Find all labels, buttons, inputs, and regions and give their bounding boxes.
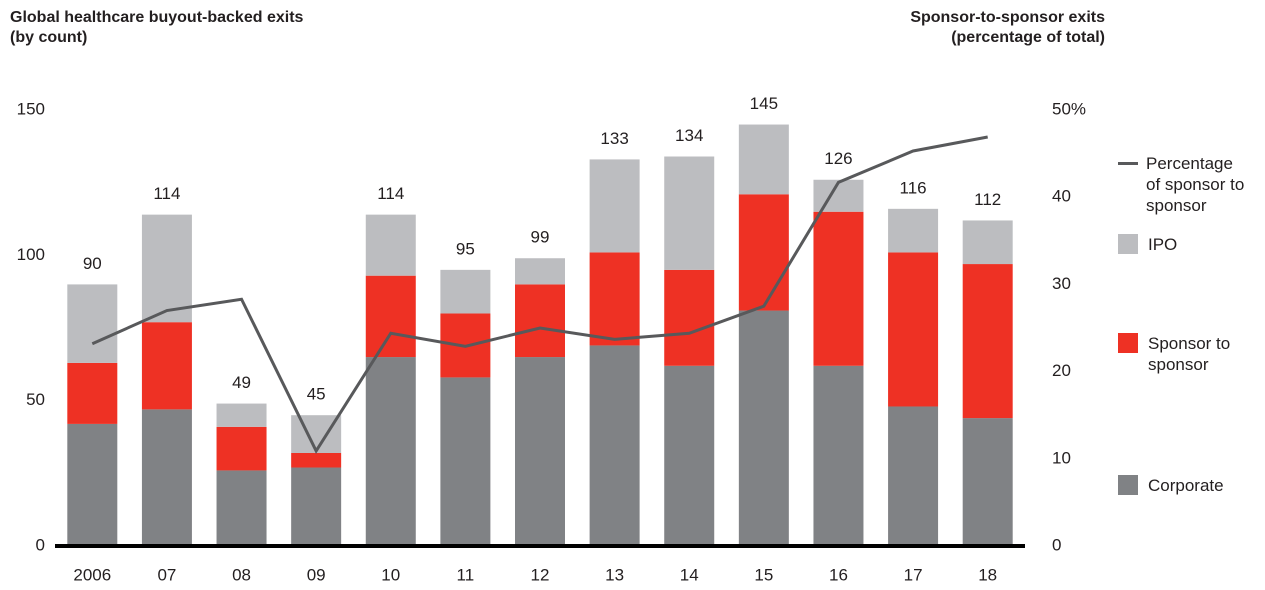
bar-segment [515,258,565,285]
legend-swatch [1118,234,1138,254]
y-tick-label: 100 [17,245,45,264]
bar-segment [141,409,192,546]
bar-segment [589,252,640,346]
total-label: 45 [307,385,326,404]
x-tick-label: 2006 [73,565,111,584]
bar-segment [813,211,864,366]
bar-segment [738,310,789,546]
bar-segment [664,269,715,366]
bar-segment [738,124,789,195]
y2-tick-label: 0 [1052,535,1061,554]
y2-tick-label: 50% [1052,99,1086,118]
x-tick-label: 07 [157,565,176,584]
bar-segment [67,423,118,546]
x-tick-label: 13 [605,565,624,584]
total-label: 49 [232,373,251,392]
x-tick-label: 11 [457,565,475,584]
bar-segment [141,322,192,410]
total-label: 145 [750,94,778,113]
bar-segment [738,194,789,311]
total-label: 90 [83,254,102,273]
title-line: (percentage of total) [951,29,1105,46]
bar-segment [216,426,267,471]
title-line: Global healthcare buyout-backed exits [10,9,304,26]
y-axis-title: Global healthcare buyout-backed exits (b… [10,8,303,48]
total-label: 134 [675,126,703,145]
title-line: (by count) [10,29,88,46]
bar-segment [291,467,342,546]
total-label: 126 [824,149,852,168]
bar-segment [365,214,416,276]
bar-segment [141,214,192,323]
bar-segment [515,357,565,546]
bar-segment [67,284,118,363]
bar-segment [440,269,491,314]
bar-segment [888,252,939,407]
bar-segment [664,156,715,270]
x-tick-label: 16 [829,565,848,584]
legend-item: Corporate [1118,475,1253,496]
total-label: 99 [531,228,550,247]
bar-segment [962,220,1013,265]
bar-segment [440,377,491,546]
legend-label: IPO [1148,235,1178,254]
bar-segment [962,264,1013,419]
bar-segment [291,415,342,453]
bar-segment [962,418,1013,546]
legend-label: Percentage of sponsor to sponsor [1146,154,1245,215]
y2-tick-label: 10 [1052,448,1071,467]
bar-segment [67,362,118,424]
y2-axis-title: Sponsor-to-sponsor exits (percentage of … [910,8,1105,48]
x-tick-label: 10 [381,565,400,584]
x-tick-label: 18 [978,565,997,584]
legend-label: Sponsor to sponsor [1148,334,1231,374]
total-label: 133 [600,129,628,148]
bar-segment [888,208,939,253]
bar-segment [291,452,342,468]
y-tick-label: 50 [26,390,45,409]
total-label: 116 [900,178,927,197]
legend-label: Corporate [1148,476,1224,495]
legend-item: IPO [1118,234,1253,255]
total-label: 114 [377,184,404,203]
bar-segment [365,357,416,546]
bar-segment [664,365,715,546]
x-tick-label: 08 [232,565,251,584]
bar-segment [216,403,267,427]
y-tick-label: 150 [17,99,45,118]
y2-tick-label: 30 [1052,274,1071,293]
y2-tick-label: 20 [1052,361,1071,380]
bar-segment [813,365,864,546]
title-line: Sponsor-to-sponsor exits [910,9,1105,26]
y2-tick-label: 40 [1052,187,1071,206]
bar-segment [589,159,640,253]
total-label: 95 [456,239,475,258]
legend-swatch [1118,333,1138,353]
legend-swatch [1118,475,1138,495]
bar-segment [365,275,416,358]
bar-segment [216,470,267,546]
bar-segment [888,406,939,546]
y-tick-label: 0 [36,535,45,554]
x-tick-label: 17 [904,565,923,584]
x-tick-label: 15 [754,565,773,584]
bar-segment [589,345,640,546]
line-series [91,135,988,455]
x-tick-label: 14 [680,565,699,584]
total-label: 114 [153,184,180,203]
legend-item: Percentage of sponsor to sponsor [1118,153,1251,216]
x-tick-label: 12 [531,565,550,584]
legend-swatch [1118,162,1138,165]
bar-segment [515,284,565,358]
total-label: 112 [974,190,1001,209]
legend-item: Sponsor to sponsor [1118,333,1253,375]
x-tick-label: 09 [307,565,326,584]
